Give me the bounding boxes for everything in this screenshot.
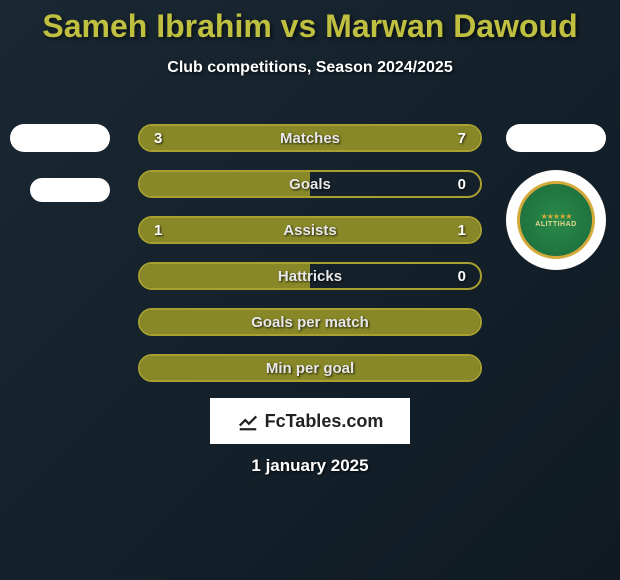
- player1-club-placeholder: [30, 178, 110, 202]
- stat-row: Matches3 7: [138, 124, 482, 152]
- stat-value-right: 7: [458, 126, 466, 150]
- stat-row: Goals0: [138, 170, 482, 198]
- subtitle: Club competitions, Season 2024/2025: [0, 59, 620, 77]
- club-badge-inner: ★★★★★ ALITTIHAD: [517, 181, 595, 259]
- player2-avatar-placeholder: [506, 124, 606, 152]
- chart-icon: [237, 410, 259, 432]
- stat-row: Hattricks0: [138, 262, 482, 290]
- stat-label: Matches: [140, 126, 480, 150]
- badge-text: ALITTIHAD: [535, 221, 576, 228]
- stat-label: Hattricks: [140, 264, 480, 288]
- stat-value-left: 1: [154, 218, 162, 242]
- player2-club-badge: ★★★★★ ALITTIHAD: [506, 170, 606, 270]
- stats-bars: Matches37Goals0Assists11Hattricks0Goals …: [138, 124, 482, 400]
- stat-label: Assists: [140, 218, 480, 242]
- logo-text: FcTables.com: [265, 411, 384, 432]
- stat-value-right: 1: [458, 218, 466, 242]
- date-label: 1 january 2025: [0, 456, 620, 476]
- stat-row: Goals per match: [138, 308, 482, 336]
- source-logo: FcTables.com: [210, 398, 410, 444]
- stat-label: Goals: [140, 172, 480, 196]
- stat-value-right: 0: [458, 172, 466, 196]
- badge-stars-icon: ★★★★★: [541, 212, 572, 221]
- player1-avatar-placeholder: [10, 124, 110, 152]
- stat-value-right: 0: [458, 264, 466, 288]
- page-title: Sameh Ibrahim vs Marwan Dawoud: [0, 0, 620, 45]
- stat-row: Assists1 1: [138, 216, 482, 244]
- stat-value-left: 3: [154, 126, 162, 150]
- stat-label: Goals per match: [140, 310, 480, 334]
- stat-row: Min per goal: [138, 354, 482, 382]
- stat-label: Min per goal: [140, 356, 480, 380]
